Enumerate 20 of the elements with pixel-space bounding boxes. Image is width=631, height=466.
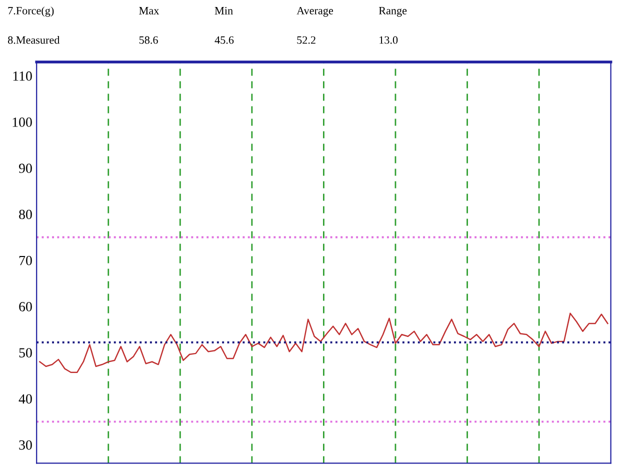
- text: Average: [296, 6, 333, 17]
- text: Min: [214, 6, 233, 14]
- text: Max: [139, 7, 160, 14]
- line-series: [39, 312, 608, 373]
- y-tick-label: 30: [19, 440, 32, 450]
- y-tick-label: 50: [19, 348, 32, 358]
- y-tick-label: 40: [18, 394, 32, 404]
- text: 52.2: [297, 36, 316, 44]
- y-tick-label: 90: [18, 164, 32, 174]
- y-tick-label: 60: [19, 302, 32, 312]
- text: 13.0: [380, 36, 398, 44]
- y-tick-label: 100: [12, 118, 32, 127]
- text: 8.Measured: [8, 36, 60, 44]
- text: 58.6: [139, 36, 158, 44]
- y-tick-label: 80: [19, 210, 32, 220]
- y-tick-label: 110: [13, 71, 32, 81]
- text: 45.6: [214, 36, 234, 44]
- text: Range: [378, 7, 407, 17]
- text: 7.Force(g): [8, 6, 54, 17]
- y-tick-label: 70: [19, 256, 32, 266]
